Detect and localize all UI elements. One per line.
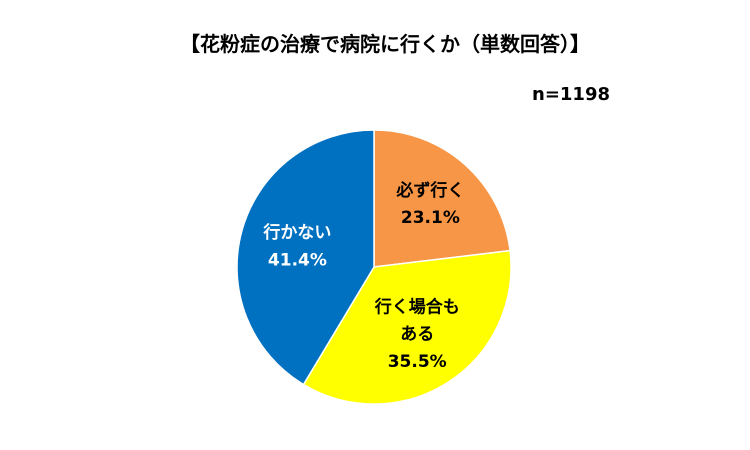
slice-value-label: 23.1% — [401, 208, 460, 228]
slice-value-label: 41.4% — [268, 250, 327, 270]
slice-category-label: ある — [400, 325, 434, 345]
chart-title: 【花粉症の治療で病院に行くか（単数回答）】 — [180, 32, 590, 56]
slice-category-label: 必ず行く — [395, 180, 464, 201]
pie-slice — [302, 249, 512, 405]
slice-value-label: 35.5% — [388, 352, 447, 372]
pie-slice — [373, 129, 511, 268]
chart-subtitle: n=1198 — [532, 84, 610, 105]
slice-category-label: 行かない — [262, 222, 331, 243]
pie-slice — [236, 129, 375, 386]
slice-category-label: 行く場合も — [374, 296, 460, 317]
